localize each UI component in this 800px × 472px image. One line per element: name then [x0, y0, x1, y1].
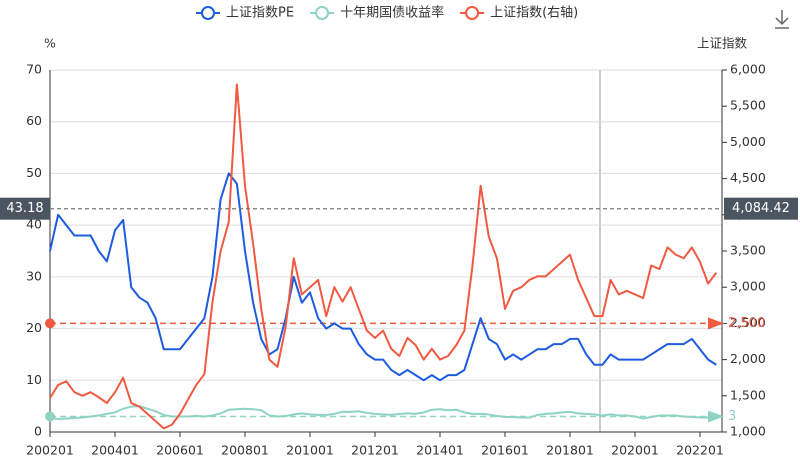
mark-line-start [45, 318, 55, 329]
y2-tick-label: 3,500 [730, 243, 766, 258]
series-line [49, 405, 717, 421]
legend-label: 上证指数PE [226, 6, 294, 21]
x-tick-label: 201801 [546, 443, 594, 458]
legend-marker [465, 6, 480, 20]
y2-tick-label: 2,500 [730, 315, 766, 330]
crosshair-label-box [0, 197, 50, 220]
y-tick-label: 10 [26, 372, 42, 387]
legend-item[interactable]: 十年期国债收益率 [310, 5, 444, 21]
mark-line-label: 2,500 [728, 316, 765, 331]
legend-item[interactable]: 上证指数(右轴) [460, 6, 578, 21]
legend-label: 上证指数(右轴) [490, 6, 578, 21]
y2-tick-label: 5,000 [730, 134, 766, 149]
x-tick-label: 201601 [481, 443, 529, 458]
legend-marker [315, 6, 330, 20]
series-line [49, 172, 717, 382]
mark-line-label: 3 [728, 409, 736, 424]
x-tick-label: 201201 [351, 443, 399, 458]
y2-tick-label: 5,500 [730, 98, 766, 113]
y-tick-label: 40 [26, 217, 42, 232]
crosshair-label: 4,084.42 [732, 201, 790, 216]
series-line [49, 83, 718, 430]
x-tick-label: 200601 [156, 443, 204, 458]
y-tick-label: 20 [26, 320, 42, 335]
y2-tick-label: 1,000 [730, 424, 766, 439]
y-tick-label: 0 [34, 424, 42, 439]
x-tick-label: 200201 [26, 443, 74, 458]
crosshair-label-box [724, 197, 798, 220]
x-tick-label: 202201 [676, 443, 724, 458]
y2-tick-label: 1,500 [730, 387, 766, 402]
mark-line-arrow [708, 410, 724, 423]
legend-marker [201, 6, 215, 20]
y-tick-label: 30 [26, 268, 42, 283]
download-icon[interactable] [775, 10, 789, 29]
y-tick-label: 50 [26, 165, 42, 180]
mark-line-arrow [708, 317, 724, 330]
legend-label: 十年期国债收益率 [340, 5, 444, 21]
y2-tick-label: 4,500 [730, 170, 766, 185]
y2-tick-label: 3,000 [730, 279, 766, 294]
x-tick-label: 202001 [611, 443, 659, 458]
crosshair-label: 43.18 [6, 201, 43, 216]
y2-axis-label: 上证指数 [697, 36, 748, 51]
mark-line-start [45, 411, 55, 422]
y-axis-label: % [44, 36, 56, 51]
x-tick-label: 200801 [221, 443, 269, 458]
y-tick-label: 70 [26, 62, 42, 77]
y2-tick-label: 2,000 [730, 351, 766, 366]
y2-tick-label: 6,000 [730, 62, 766, 77]
legend-item[interactable]: 上证指数PE [196, 6, 294, 21]
y-tick-label: 60 [26, 113, 42, 128]
x-tick-label: 201001 [286, 443, 334, 458]
x-tick-label: 200401 [91, 443, 139, 458]
x-tick-label: 201401 [416, 443, 464, 458]
